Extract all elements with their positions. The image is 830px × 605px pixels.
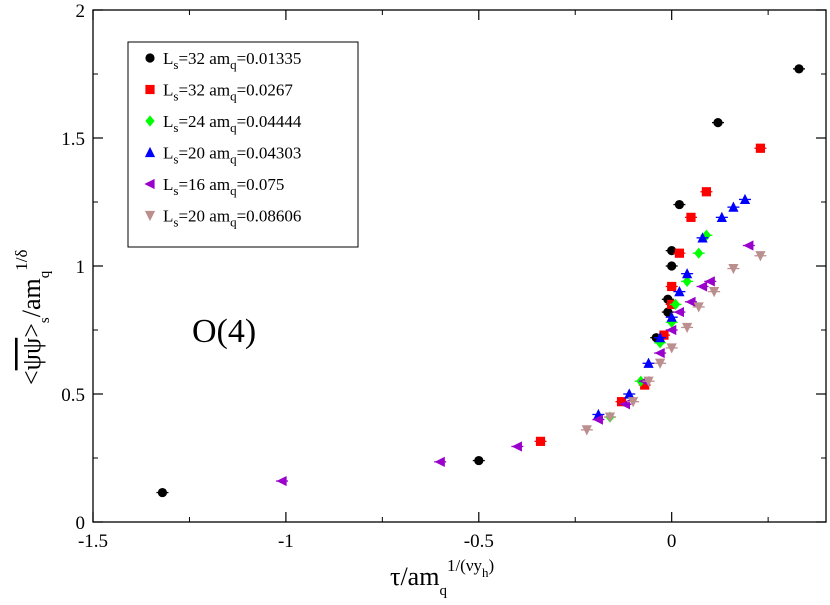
data-point [697, 232, 708, 243]
data-point [716, 211, 727, 222]
data-point [654, 347, 665, 359]
x-axis-title: τ/amq1/(νyh) [390, 556, 494, 599]
data-point [434, 456, 445, 467]
legend-marker [145, 53, 155, 63]
y-tick-label: 2 [76, 1, 86, 22]
data-point [666, 324, 677, 336]
legend-label: Ls=16 amq=0.075 [163, 175, 284, 198]
data-point [701, 187, 712, 197]
legend-marker [144, 146, 156, 158]
series-3 [603, 229, 713, 423]
series-2 [534, 143, 767, 446]
data-point [616, 397, 627, 407]
data-point [655, 332, 666, 343]
data-point [535, 436, 546, 446]
data-point [755, 251, 766, 262]
data-point [704, 276, 715, 287]
data-point [755, 143, 766, 153]
data-point [511, 441, 522, 452]
legend-marker [144, 210, 156, 222]
annotation-label: O(4) [192, 313, 256, 350]
data-point [682, 268, 693, 279]
data-point [739, 193, 751, 205]
data-point [666, 343, 677, 354]
legend: Ls=32 amq=0.01335 Ls=32 amq=0.0267 Ls=24 a… [127, 41, 359, 248]
legend-label: Ls=24 amq=0.04444 [163, 112, 302, 135]
data-point [659, 330, 669, 340]
data-point [276, 475, 287, 487]
data-point [474, 455, 484, 466]
x-tick-label: -1 [278, 531, 294, 552]
data-point [663, 307, 673, 317]
data-point [709, 287, 720, 298]
x-tick-label: 0 [667, 531, 677, 552]
data-point [604, 412, 616, 423]
data-point [643, 376, 654, 387]
data-point [694, 247, 704, 259]
data-point [157, 487, 168, 498]
data-point [743, 240, 754, 251]
data-point [728, 201, 739, 212]
data-point [685, 296, 696, 307]
data-point [674, 199, 685, 210]
y-axis-title: <ψψ>s/amq1/δ [12, 250, 53, 385]
legend-marker [145, 84, 155, 95]
data-point [794, 64, 804, 74]
data-marks [156, 64, 805, 498]
data-point [696, 281, 708, 292]
y-tick-label: 0 [76, 513, 86, 534]
x-tick-label: -0.5 [464, 531, 494, 552]
legend-marker [144, 178, 155, 190]
x-axis-label: τ/amq1/(νyh) [390, 556, 494, 599]
series-4 [592, 193, 751, 420]
data-point [624, 388, 635, 399]
data-point [640, 380, 650, 390]
data-point [674, 286, 685, 297]
data-point [673, 306, 684, 318]
legend-label: Ls=20 amq=0.08606 [163, 207, 301, 230]
y-tick-label: 0.5 [61, 385, 85, 406]
axis-ticks: -1.5 -1 -0.5 0 0 0.5 1 1.5 2 [61, 1, 826, 552]
data-point [701, 229, 712, 241]
data-point [674, 248, 684, 258]
x-tick-label: -1.5 [78, 531, 108, 552]
data-point [713, 118, 723, 128]
data-point [667, 261, 677, 271]
legend-box [127, 41, 359, 248]
series-6 [580, 251, 767, 436]
data-point [670, 298, 681, 310]
data-point [682, 275, 692, 287]
data-point [728, 263, 739, 275]
series-1 [156, 64, 805, 498]
data-point [643, 357, 654, 368]
data-point [686, 212, 696, 222]
data-point [655, 358, 666, 369]
legend-label: Ls=20 amq=0.04303 [163, 144, 301, 167]
data-point [667, 281, 677, 292]
legend-label: Ls=32 amq=0.01335 [163, 49, 301, 72]
data-point [682, 322, 693, 334]
data-point [693, 302, 704, 313]
y-tick-label: 1 [76, 257, 86, 278]
data-point [592, 414, 603, 425]
data-point [666, 311, 677, 322]
y-axis-label: <ψψ>s/amq1/δ [12, 250, 53, 385]
data-point [581, 425, 592, 436]
y-tick-label: 1.5 [61, 129, 85, 150]
legend-marker [145, 115, 155, 127]
legend-label: Ls=32 amq=0.0267 [163, 81, 293, 104]
data-point [628, 397, 639, 408]
